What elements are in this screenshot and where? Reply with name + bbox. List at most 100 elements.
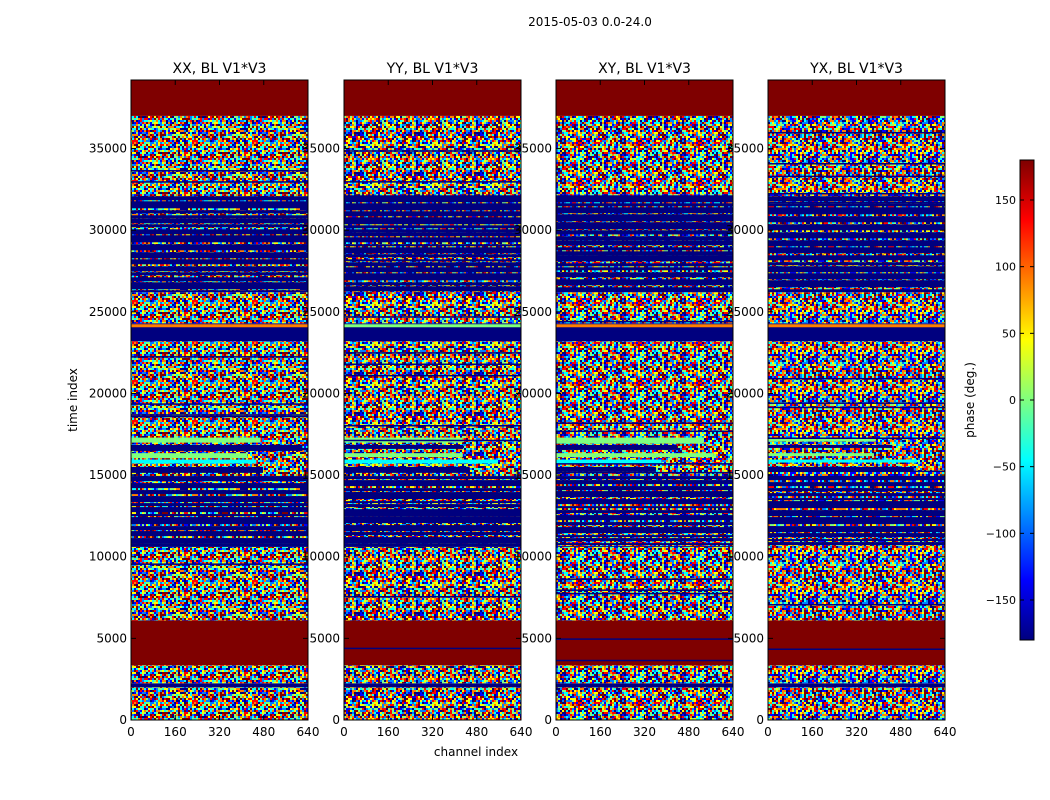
panel-title: YX, BL V1*V3 [809,61,903,77]
y-tick-label: 5000 [309,631,340,645]
y-tick-label: 35000 [89,142,127,156]
masked-band [131,80,308,116]
noise-band [556,341,733,430]
x-tick-label: 320 [633,725,656,739]
flagged-band [131,323,308,342]
separator-line [768,201,945,204]
separator-line [131,414,308,416]
noise-stripe [131,208,308,211]
noise-band [344,292,521,324]
noise-band [556,546,733,621]
y-tick-label: 35000 [302,142,340,156]
y-tick-label: 25000 [302,305,340,319]
masked-band [768,620,945,666]
noise-stripe [768,222,945,225]
noise-stripe [556,520,733,523]
noise-stripe [768,524,945,527]
colorbar: −150 −100 −50 0 50 100 150 [986,159,1035,641]
separator-line [344,316,521,318]
noise-stripe [344,280,521,283]
x-tick-label: 320 [208,725,231,739]
y-tick-label: 30000 [302,223,340,237]
x-tick-label: 160 [377,725,400,739]
separator-line [768,406,945,409]
colorbar-tick-label: 50 [1002,327,1016,340]
solid-stripe [344,453,463,458]
panel-title: XY, BL V1*V3 [598,61,691,77]
flagged-band [344,323,521,342]
noise-band [344,341,521,430]
noise-stripe [556,525,733,528]
solid-stripe [344,466,470,473]
noise-stripe [344,499,521,502]
separator-line [131,541,308,544]
noise-band [131,687,308,720]
masked-band [131,620,308,666]
solid-stripe [556,466,656,472]
separator-line [131,415,308,418]
separator-line [131,403,308,405]
noise-stripe [131,227,308,230]
noise-stripe [344,246,521,248]
y-tick-label: 10000 [514,550,552,564]
panel: XX, BL V1*V3 0 160 320 480 640 0 5000 10000 15000… [89,61,320,739]
y-tick-label: 0 [119,713,127,727]
noise-band [768,115,945,195]
noise-stripe [556,504,733,507]
noise-stripe [556,234,733,237]
flag-stripe [344,324,521,328]
solid-stripe [768,437,876,442]
x-tick-label: 640 [934,725,957,739]
x-tick-label: 160 [589,725,612,739]
noise-stripe [131,536,308,539]
noise-band [556,115,733,195]
separator-line [556,638,733,640]
noise-stripe [131,289,308,291]
noise-band [131,546,308,621]
noise-stripe [131,494,308,497]
y-tick-label: 5000 [733,631,764,645]
solid-stripe [556,453,714,458]
separator-line [556,589,733,591]
separator-line [768,648,945,650]
noise-stripe [768,480,945,483]
flag-stripe [768,324,945,328]
striped-band [131,475,308,547]
noise-stripe [556,266,733,268]
noise-stripe [768,260,945,263]
noise-stripe [768,545,945,548]
noise-stripe [131,213,308,216]
noise-band [768,687,945,720]
separator-line [556,320,733,323]
noise-stripe [344,242,521,245]
figure-title: 2015-05-03 0.0-24.0 [528,15,652,29]
separator-line [131,181,308,183]
separator-line [556,240,733,242]
panel: XY, BL V1*V3 0 160 320 480 640 0 5000 10000 15000… [514,61,745,739]
solid-stripe [131,453,248,459]
separator-line [768,437,945,439]
noise-stripe [556,545,733,547]
separator-line [768,163,945,165]
separator-line [344,647,521,650]
noise-stripe [344,507,521,510]
noise-stripe [344,531,521,533]
y-tick-label: 20000 [89,386,127,400]
solid-stripe [768,444,893,448]
panels: XX, BL V1*V3 0 160 320 480 640 0 5000 10000 15000… [89,61,957,739]
separator-line [556,463,733,465]
x-tick-label: 480 [889,725,912,739]
separator-line [344,424,521,427]
y-tick-label: 20000 [726,386,764,400]
striped-band [768,194,945,293]
colorbar-tick-label: 150 [995,194,1016,207]
noise-stripe [768,279,945,281]
noise-stripe [344,266,521,268]
solid-stripe [768,459,918,463]
x-tick-label: 480 [465,725,488,739]
separator-line [768,402,945,404]
x-tick-label: 160 [801,725,824,739]
noise-stripe [768,272,945,274]
noise-stripe [344,257,521,260]
